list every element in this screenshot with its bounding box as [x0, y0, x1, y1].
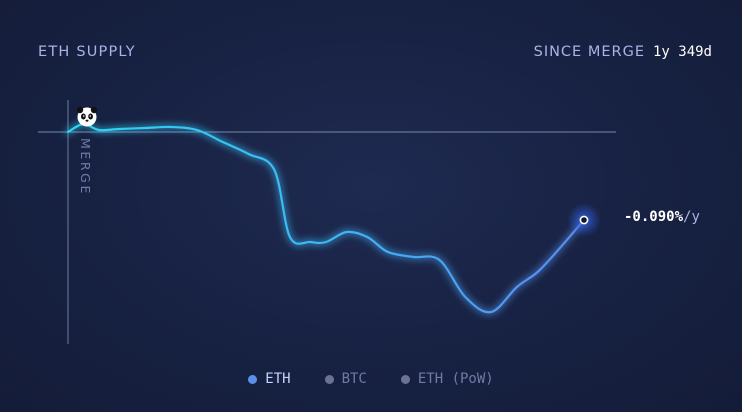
supply-line-glow — [65, 121, 587, 316]
since-merge-value: 1y 349d — [652, 44, 712, 60]
since-merge-info: SINCE MERGE 1y 349d — [534, 44, 712, 60]
chart-title: ETH SUPPLY — [38, 44, 136, 60]
legend-item-eth[interactable]: ETH — [248, 371, 291, 387]
annual-rate-unit: /y — [683, 209, 700, 225]
end-point-dot[interactable] — [579, 215, 589, 225]
panda-icon — [76, 106, 98, 127]
annual-rate-value: -0.090% — [624, 209, 684, 225]
merge-label: MERGE — [78, 138, 93, 196]
legend-label-eth: ETH — [265, 371, 291, 387]
legend: ETH BTC ETH (PoW) — [0, 371, 742, 387]
legend-label-eth-pow: ETH (PoW) — [417, 371, 494, 387]
legend-dot-btc — [324, 374, 334, 384]
since-merge-label: SINCE MERGE — [533, 44, 645, 60]
supply-line — [66, 122, 586, 314]
annual-rate: -0.090%/y — [624, 209, 700, 225]
legend-label-btc: BTC — [341, 371, 367, 387]
legend-dot-eth — [248, 374, 258, 384]
legend-item-eth-pow[interactable]: ETH (PoW) — [400, 371, 494, 387]
legend-item-btc[interactable]: BTC — [324, 371, 367, 387]
legend-dot-eth-pow — [400, 374, 410, 384]
